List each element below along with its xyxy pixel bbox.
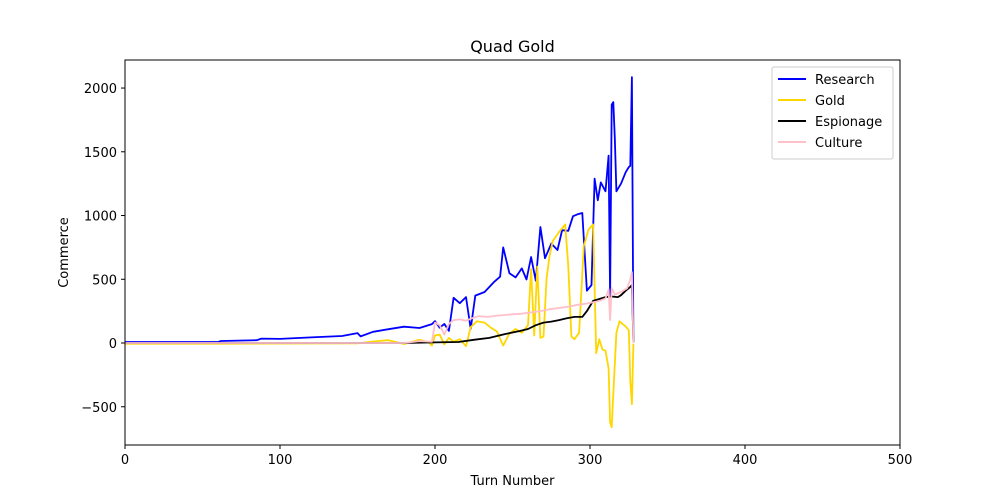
x-tick-label: 0 [121,453,129,468]
x-tick-label: 200 [423,453,448,468]
legend-label-gold: Gold [815,94,845,109]
legend-box [771,66,894,160]
x-tick-label: 400 [733,453,758,468]
series-line-espionage [125,284,635,344]
y-tick-label: 1500 [84,146,117,161]
series-line-gold [125,223,635,429]
legend-label-culture: Culture [815,136,862,151]
series-layer [125,76,635,429]
axes-frame [124,59,901,446]
x-axis-label: Turn Number [470,474,556,489]
x-tick-label: 300 [578,453,603,468]
legend-label-research: Research [815,73,875,88]
y-tick-label: 500 [92,273,117,288]
x-tick-label: 100 [268,453,293,468]
y-tick-label: −500 [81,401,117,416]
legend-label-espionage: Espionage [815,115,882,130]
x-tick-label: 500 [888,453,913,468]
y-tick-label: 2000 [84,82,117,97]
legend: Research Gold Espionage Culture [771,66,894,160]
ticks-layer: 0 100 200 300 400 500 −500 0 500 1000 1500 2000 [81,82,912,468]
y-tick-label: 0 [109,337,117,352]
series-line-culture [125,271,635,344]
chart-title: Quad Gold [470,37,555,56]
y-tick-label: 1000 [84,210,117,225]
y-axis-label: Commerce [57,217,72,288]
